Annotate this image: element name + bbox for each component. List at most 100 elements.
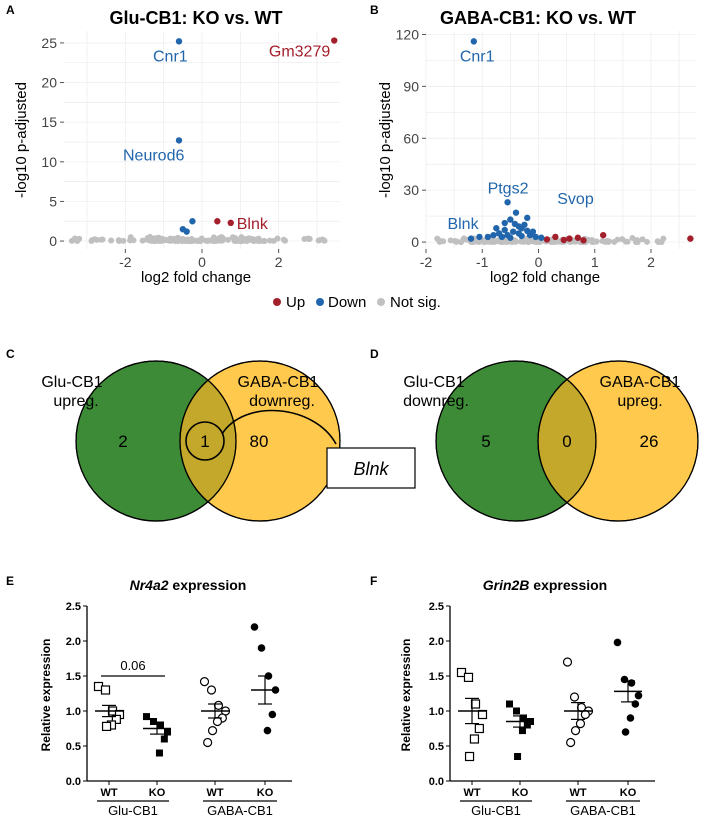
venn-c-left-label-2: upreg.	[53, 393, 98, 410]
venn-c: Glu-CB1 upreg. GABA-CB1 downreg. 2 1 80 …	[41, 360, 416, 522]
panel-label-e: E	[6, 574, 14, 588]
dot-f-point	[621, 728, 630, 736]
venn-c-left-count: 2	[118, 432, 127, 451]
venn-c-right-label-1: GABA-CB1	[238, 374, 319, 391]
volcano-b-point-up	[552, 233, 559, 241]
dot-e-point	[100, 685, 111, 695]
dot-e-point	[143, 713, 150, 721]
dot-f-point	[520, 714, 527, 722]
volcano-b-point-down	[470, 38, 478, 45]
volcano-a-point-notsig	[76, 235, 83, 242]
volcano-a-point-notsig	[251, 237, 258, 244]
dot-f-ytick-label: 2.0	[429, 636, 444, 648]
volcano-a-point-notsig	[189, 237, 196, 244]
volcano-a-point-notsig	[197, 238, 204, 245]
volcano-b-point-down	[501, 226, 508, 234]
volcano-a-point-notsig	[243, 236, 250, 243]
venn-c-right-label-2: downreg.	[249, 393, 315, 410]
legend-notsig-marker	[377, 298, 385, 306]
volcano-a-point-notsig	[217, 237, 224, 244]
venn-d: Glu-CB1 downreg. GABA-CB1 upreg. 5 0 26	[403, 360, 699, 522]
panel-label-b: B	[370, 3, 379, 17]
volcano-a-ytick-label: 15	[41, 114, 57, 130]
dot-e-point	[213, 700, 224, 711]
volcano-b-point-notsig	[460, 235, 467, 242]
dot-f-category-label: WT	[463, 787, 480, 799]
dot-f-ytick-label: 0.0	[429, 776, 444, 788]
volcano-a-point-notsig	[88, 238, 95, 245]
dot-f-point	[469, 734, 480, 744]
volcano-b-point-notsig	[525, 238, 532, 245]
dot-e-point	[111, 714, 121, 725]
dot-f-point	[575, 718, 586, 729]
dot-e-ytick-label: 1.5	[66, 671, 81, 683]
volcano-b-point-up	[560, 236, 568, 244]
dot-f-ytick-label: 0.5	[429, 741, 444, 753]
volcano-b-point-notsig	[487, 238, 494, 245]
dot-f-group-label: GABA-CB1	[570, 803, 636, 818]
venn-c-right-count: 80	[250, 432, 269, 451]
dot-f-point	[570, 725, 581, 736]
volcano-b-point-down	[521, 221, 528, 228]
volcano-b-ytick-label: 30	[403, 182, 419, 198]
volcano-b-point-notsig	[632, 239, 639, 246]
dot-e-title-gene: Nr4a2	[130, 577, 169, 593]
dot-e-point	[164, 728, 171, 736]
volcano-b-point-notsig	[447, 237, 454, 244]
volcano-a-xlabel: log2 fold change	[141, 269, 251, 286]
volcano-b-point-up	[599, 231, 607, 239]
dot-f-category-label: WT	[569, 787, 586, 799]
dot-e-significance-label: 0.06	[120, 658, 145, 673]
volcano-b-point-notsig	[436, 237, 443, 244]
volcano-b-point-notsig	[517, 238, 524, 245]
volcano-b-point-down	[538, 234, 545, 241]
venn-d-right-count: 26	[640, 432, 659, 451]
volcano-b-point-down	[507, 234, 514, 241]
venn-c-callout-connector	[221, 409, 337, 445]
volcano-b-point-down	[484, 233, 492, 241]
volcano-b-point-up	[687, 235, 694, 242]
venn-d-left-label-2: downreg.	[403, 393, 469, 410]
volcano-b-gene-label: Cnr1	[460, 48, 495, 65]
dot-e-point	[263, 726, 272, 735]
volcano-b-point-down	[504, 199, 511, 206]
venn-d-overlap-count: 0	[562, 432, 571, 451]
volcano-a-xtick-label: 0	[198, 254, 206, 270]
volcano-b-point-down	[501, 219, 508, 227]
volcano-a-point-notsig	[172, 236, 179, 243]
dot-f-point	[562, 657, 573, 667]
venn-c-left-label-1: Glu-CB1	[41, 374, 102, 391]
dot-e-ytick-label: 2.5	[66, 601, 81, 613]
volcano-b-point-down	[509, 228, 517, 235]
volcano-a-xtick-label: -2	[119, 254, 132, 270]
volcano-a-title: Glu-CB1: KO vs. WT	[109, 8, 282, 28]
volcano-a-point-notsig	[257, 237, 264, 244]
volcano-a-point-notsig	[321, 237, 328, 244]
dot-plot-f: 0.0 0.5 1.0 1.5 2.0 2.5 WT KO WT KO Glu-CB1 GABA-CB…	[429, 601, 655, 818]
dot-f-group-label: Glu-CB1	[471, 803, 521, 818]
dot-f-title-gene: Grin2B	[483, 577, 530, 593]
volcano-b-point-notsig	[605, 239, 612, 246]
dot-e-category-label: KO	[257, 787, 274, 799]
volcano-b-point-notsig	[660, 235, 667, 242]
dot-f-point	[463, 672, 474, 683]
dot-e-group-label: Glu-CB1	[108, 803, 158, 818]
volcano-b-point-up	[580, 237, 587, 244]
volcano-a-ytick-label: 5	[49, 193, 57, 209]
dot-f-point	[523, 721, 531, 729]
dot-f-point	[620, 675, 629, 684]
venn-d-right-label-2: upreg.	[617, 393, 662, 410]
volcano-a-gene-label: Gm3279	[269, 44, 330, 61]
dot-e-group-label: GABA-CB1	[207, 803, 273, 818]
volcano-b-gene-label: Blnk	[447, 216, 479, 233]
volcano-b-point-notsig	[643, 238, 650, 245]
dot-e-point	[157, 721, 164, 729]
panel-label-a: A	[6, 3, 15, 17]
dot-e-point	[268, 710, 277, 719]
panel-label-c: C	[6, 347, 15, 361]
volcano-a-point-notsig	[274, 235, 281, 242]
dot-e-point	[203, 737, 213, 748]
volcano-a-point-up	[331, 37, 338, 44]
